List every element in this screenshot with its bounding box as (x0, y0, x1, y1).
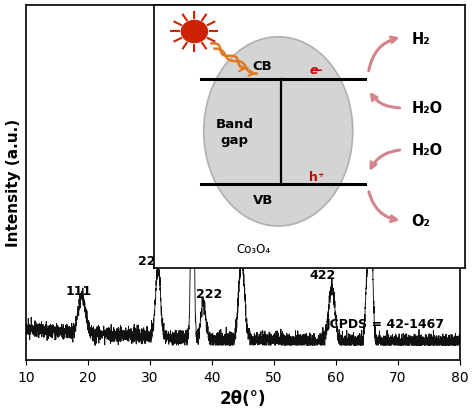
Ellipse shape (204, 38, 353, 226)
Text: H₂: H₂ (412, 31, 430, 46)
Text: h⁺: h⁺ (309, 170, 325, 183)
Text: H₂O: H₂O (412, 101, 443, 116)
Text: VB: VB (253, 194, 273, 206)
Text: e-: e- (309, 64, 323, 77)
Text: Co₃O₄: Co₃O₄ (237, 242, 271, 255)
Text: 222: 222 (196, 287, 222, 300)
Text: 511: 511 (342, 257, 369, 270)
Text: 220: 220 (138, 254, 164, 268)
Text: 111: 111 (65, 285, 92, 297)
Text: H₂O: H₂O (412, 143, 443, 158)
Text: 400: 400 (227, 241, 253, 254)
Text: 311: 311 (169, 93, 195, 107)
Circle shape (182, 21, 208, 43)
Text: JCPDS = 42-1467: JCPDS = 42-1467 (325, 317, 444, 330)
Y-axis label: Intensity (a.u.): Intensity (a.u.) (6, 119, 20, 247)
Text: 422: 422 (309, 268, 335, 281)
Text: CB: CB (253, 60, 273, 73)
Text: Band
gap: Band gap (216, 118, 254, 147)
Text: 440: 440 (367, 208, 393, 221)
X-axis label: 2θ(°): 2θ(°) (219, 389, 266, 408)
Text: O₂: O₂ (412, 214, 430, 229)
